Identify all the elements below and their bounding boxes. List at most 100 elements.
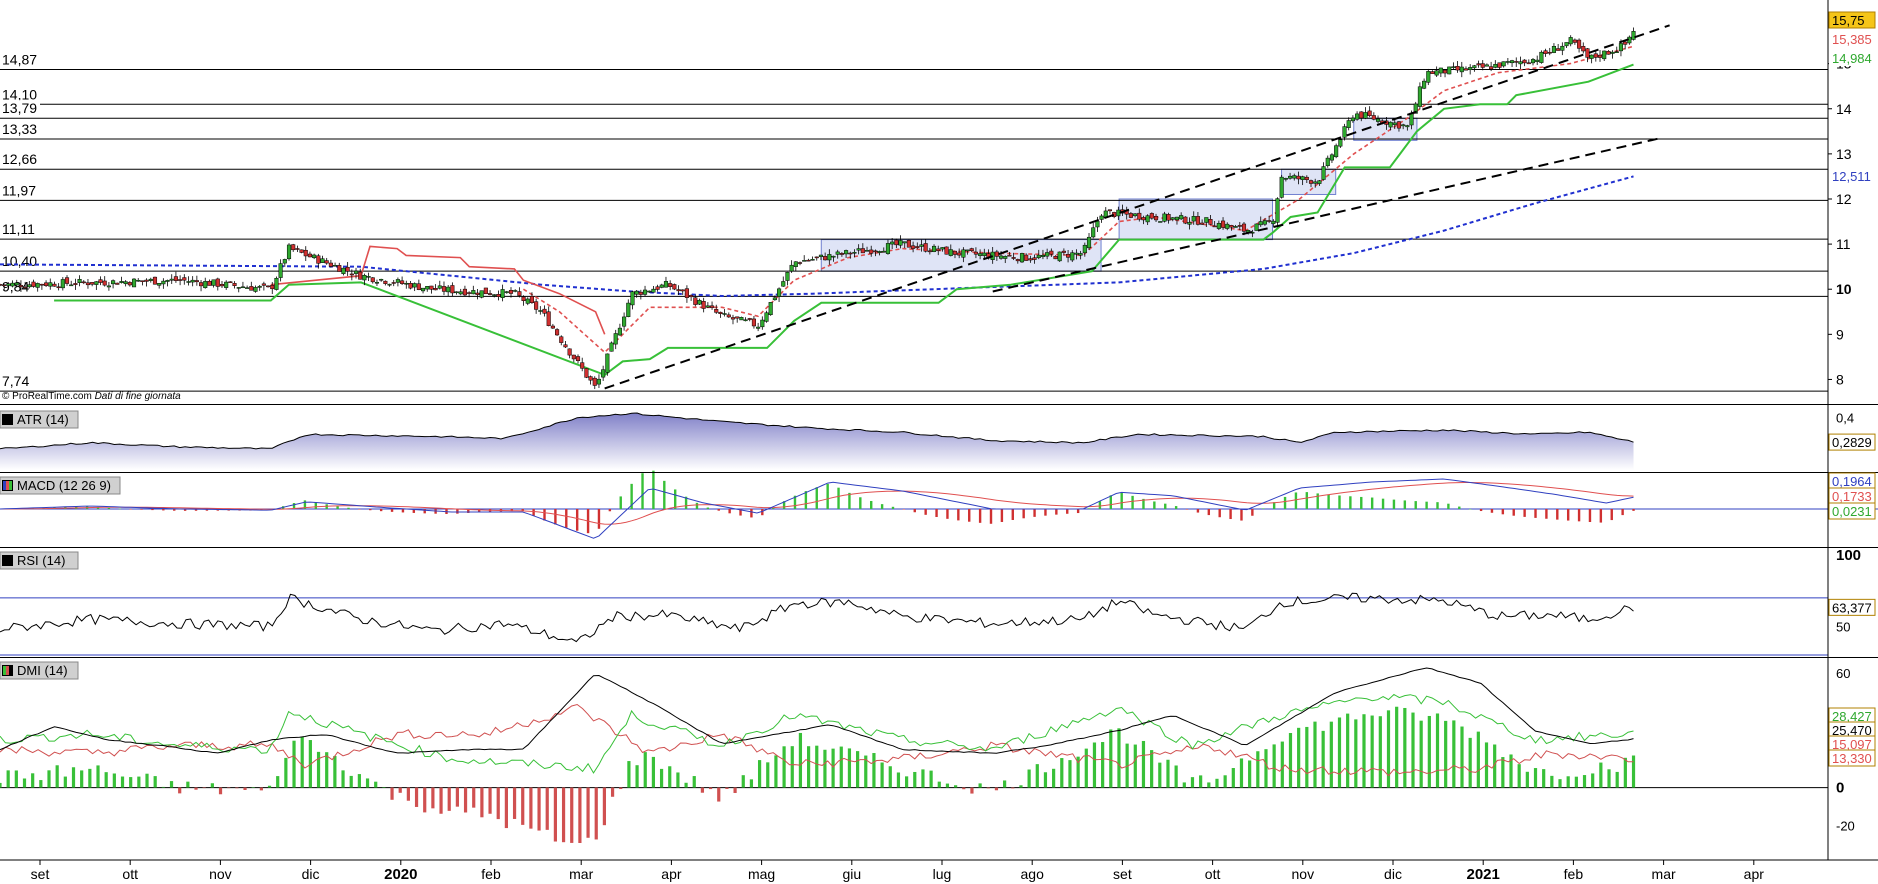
price-tick-label: 8: [1836, 371, 1844, 387]
macd-histogram-bar: [401, 509, 405, 513]
candle-body: [697, 299, 702, 305]
candle-body: [173, 276, 178, 281]
macd-histogram-bar: [663, 480, 666, 509]
candle-body: [127, 282, 132, 286]
candle: [626, 299, 631, 318]
candle-body: [245, 287, 250, 289]
candle-body: [203, 281, 208, 289]
macd-histogram-bar: [1403, 500, 1407, 509]
candle: [240, 281, 245, 289]
candle-body: [806, 259, 811, 262]
candle-body: [919, 244, 924, 247]
macd-histogram-bar: [782, 501, 786, 509]
candle: [1162, 211, 1167, 223]
level-label-bg: [0, 51, 40, 68]
candle-body: [249, 286, 254, 291]
candle-body: [764, 312, 769, 322]
candle-body: [1526, 62, 1531, 65]
panel-label-swatch-part: [3, 481, 6, 490]
candle-body: [546, 311, 551, 326]
dmi-histogram-bar: [766, 762, 770, 788]
candle-body: [320, 258, 325, 263]
macd-histogram-bar: [565, 509, 568, 528]
dmi-histogram-bar: [1419, 720, 1423, 788]
candle: [839, 252, 844, 257]
candle: [245, 285, 250, 289]
candle: [1547, 47, 1552, 56]
candle: [186, 276, 191, 286]
candle-body: [60, 279, 65, 289]
candle-body: [550, 325, 555, 329]
candle: [659, 283, 664, 289]
macd-histogram-bar: [1076, 509, 1080, 514]
candle: [705, 302, 710, 308]
candle-body: [165, 280, 170, 282]
level-label: 7,74: [2, 373, 29, 389]
candle: [810, 256, 815, 261]
macd-histogram-bar: [1011, 509, 1014, 520]
candle: [395, 277, 400, 287]
candle: [1451, 62, 1456, 69]
dmi-histogram-bar: [243, 787, 247, 790]
candle: [1480, 60, 1485, 71]
candle-body: [190, 279, 195, 283]
candle: [1191, 211, 1196, 225]
candle-body: [902, 241, 907, 244]
rsi-line: [0, 592, 1634, 643]
candle-body: [1447, 66, 1452, 75]
candle: [85, 279, 91, 289]
candle-body: [525, 298, 530, 304]
candle-body: [718, 311, 723, 314]
candle: [957, 248, 962, 259]
candle-body: [198, 282, 204, 287]
dmi-histogram-bar: [921, 769, 925, 788]
candle: [286, 243, 292, 261]
candle-body: [1204, 217, 1209, 223]
candle: [927, 247, 932, 255]
macd-histogram-bar: [173, 509, 176, 511]
price-tick-label: 11: [1836, 236, 1851, 252]
candle-body: [634, 290, 639, 295]
candle-body: [358, 271, 363, 280]
candle-body: [467, 292, 472, 294]
macd-histogram-bar: [521, 509, 524, 511]
candle: [207, 279, 212, 286]
candle: [39, 283, 44, 290]
dmi-histogram-bar: [896, 772, 901, 788]
candle: [408, 280, 413, 290]
candle: [1606, 50, 1611, 55]
candle: [1271, 219, 1276, 227]
candle-body: [1375, 118, 1381, 122]
candle: [433, 284, 438, 291]
candle-body: [659, 284, 664, 288]
candle-body: [852, 252, 857, 254]
candle-body: [894, 239, 899, 246]
candle-body: [1551, 46, 1556, 53]
candle: [6, 282, 11, 290]
candle: [869, 245, 874, 257]
price-badge: 15,75: [1828, 11, 1876, 29]
dmi-histogram-bar: [0, 782, 2, 788]
candle: [860, 243, 865, 254]
candle-body: [823, 256, 828, 261]
candle: [446, 284, 451, 297]
x-tick-label: mar: [1652, 866, 1676, 882]
candle-body: [709, 305, 715, 308]
macd-histogram-bar: [1458, 506, 1461, 509]
dmi-histogram-bar: [1305, 726, 1309, 788]
candle-body: [999, 255, 1004, 259]
candle: [1078, 250, 1083, 260]
dmi-histogram-bar: [1239, 758, 1244, 788]
candle: [307, 251, 313, 258]
x-tick-label: set: [1113, 866, 1132, 882]
candle-body: [672, 284, 677, 290]
dmi-histogram-bar: [31, 773, 35, 788]
candle: [1342, 123, 1347, 141]
candle: [852, 249, 857, 258]
candle: [756, 322, 761, 332]
candle-body: [1505, 61, 1510, 63]
candle-body: [676, 289, 681, 292]
macd-histogram-bar: [772, 507, 775, 509]
candle-body: [1442, 69, 1448, 74]
